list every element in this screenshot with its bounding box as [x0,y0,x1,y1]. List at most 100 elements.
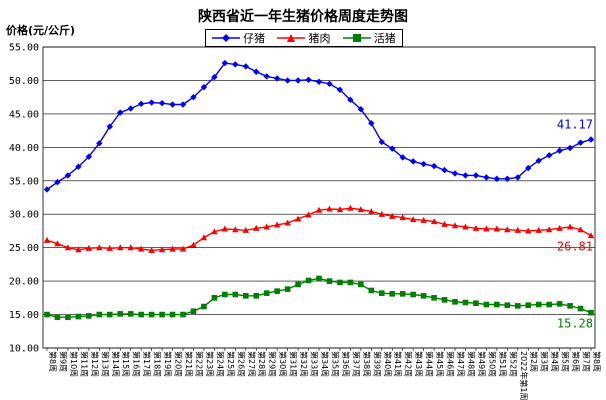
point-piglet-13 [179,101,187,108]
point-piglet-6 [106,123,113,130]
point-piglet-51 [577,139,584,146]
point-pork-7 [117,244,124,251]
point-live-hog-22 [274,288,280,294]
x-tick-label-31: 第39周 [372,351,382,377]
point-live-hog-36 [420,293,427,299]
x-tick-label-45: 2022年第1周 [519,351,529,400]
point-pork-48 [545,226,553,233]
x-tick-label-6: 第14周 [111,351,121,377]
plot-border [42,46,596,349]
point-piglet-38 [441,166,448,174]
legend-label-live-hog: 活猪 [373,32,396,45]
point-piglet-5 [96,140,103,147]
point-pork-40 [462,223,469,230]
point-piglet-15 [200,83,208,91]
point-piglet-12 [169,101,176,108]
point-pork-2 [64,244,72,251]
y-tick-label-4: 30.00 [9,210,39,221]
point-live-hog-19 [242,293,249,299]
x-tick-label-49: 第5周 [561,351,571,372]
point-pork-1 [54,240,61,247]
point-pork-34 [399,214,406,221]
x-tick-label-43: 第51周 [498,351,508,377]
point-pork-15 [200,234,208,241]
point-live-hog-29 [347,279,354,286]
point-pork-35 [409,216,417,223]
point-live-hog-8 [127,311,134,317]
x-tick-label-50: 第6周 [571,351,581,372]
legend-key-pork [277,34,306,42]
point-piglet-4 [85,153,93,160]
y-tick-label-0: 10.00 [9,344,39,355]
point-piglet-20 [253,68,260,75]
point-pork-36 [420,216,427,223]
point-live-hog-34 [399,291,406,297]
point-live-hog-1 [54,314,61,321]
point-pork-26 [315,206,323,213]
x-tick-label-22: 第30周 [278,351,288,377]
x-tick-label-3: 第11周 [79,351,89,377]
x-tick-label-4: 第12周 [90,351,100,377]
x-tick-label-44: 第52周 [508,351,518,377]
point-pork-17 [221,225,229,232]
point-pork-23 [284,219,291,226]
point-piglet-45 [514,174,521,181]
point-pork-20 [253,224,260,231]
point-live-hog-7 [117,311,124,317]
point-piglet-33 [389,145,396,152]
point-live-hog-47 [535,301,542,308]
point-live-hog-51 [577,305,584,312]
x-tick-label-41: 第49周 [477,351,487,377]
point-pork-8 [127,244,134,251]
x-tick-label-11: 第19周 [163,351,173,377]
x-tick-label-12: 第20周 [174,351,184,377]
point-piglet-1 [54,178,61,186]
point-live-hog-35 [410,291,416,298]
x-tick-label-27: 第35周 [330,351,340,377]
point-live-hog-14 [190,308,197,315]
point-piglet-18 [232,61,239,68]
y-tick-label-3: 25.00 [9,243,39,254]
y-tick-label-7: 45.00 [9,109,39,120]
legend-label-pork: 猪肉 [308,32,331,45]
x-tick-label-5: 第13周 [100,351,110,377]
point-piglet-39 [451,170,459,177]
point-piglet-40 [462,172,469,179]
point-live-hog-10 [148,311,155,318]
point-live-hog-6 [106,311,113,318]
point-live-hog-52 [588,309,594,316]
point-pork-37 [430,218,438,225]
point-piglet-31 [368,120,375,127]
point-live-hog-20 [253,293,260,299]
point-piglet-34 [399,154,406,161]
x-tick-label-19: 第27周 [247,351,257,377]
x-tick-label-40: 第48周 [466,351,476,377]
point-piglet-46 [525,164,532,172]
point-live-hog-30 [358,281,364,288]
x-tick-label-7: 第15周 [121,351,131,377]
legend-item-live-hog: 活猪 [342,30,396,46]
chart-title: 陕西省近一年生猪价格周度走势图 [198,9,408,25]
point-live-hog-3 [75,313,82,320]
point-live-hog-11 [159,311,165,318]
point-piglet-22 [273,75,281,82]
y-tick-label-2: 20.00 [9,277,39,288]
x-tick-label-34: 第42周 [404,351,414,377]
point-piglet-21 [263,73,270,80]
x-tick-label-21: 第29周 [268,351,278,377]
point-pork-12 [169,245,176,252]
point-piglet-35 [409,158,417,165]
x-tick-label-29: 第37周 [351,351,361,377]
x-tick-label-0: 第8周 [48,351,58,372]
point-pork-19 [242,226,249,233]
y-axis-label: 价格(元/公斤) [6,24,76,37]
point-piglet-23 [284,77,291,84]
data-label-pork: 26.81 [557,240,593,254]
point-live-hog-46 [525,302,532,308]
y-tick-label-9: 55.00 [9,43,39,54]
point-live-hog-27 [326,278,333,284]
point-live-hog-23 [284,286,291,292]
point-pork-10 [148,246,155,253]
point-pork-30 [357,206,365,213]
point-pork-41 [472,224,480,231]
